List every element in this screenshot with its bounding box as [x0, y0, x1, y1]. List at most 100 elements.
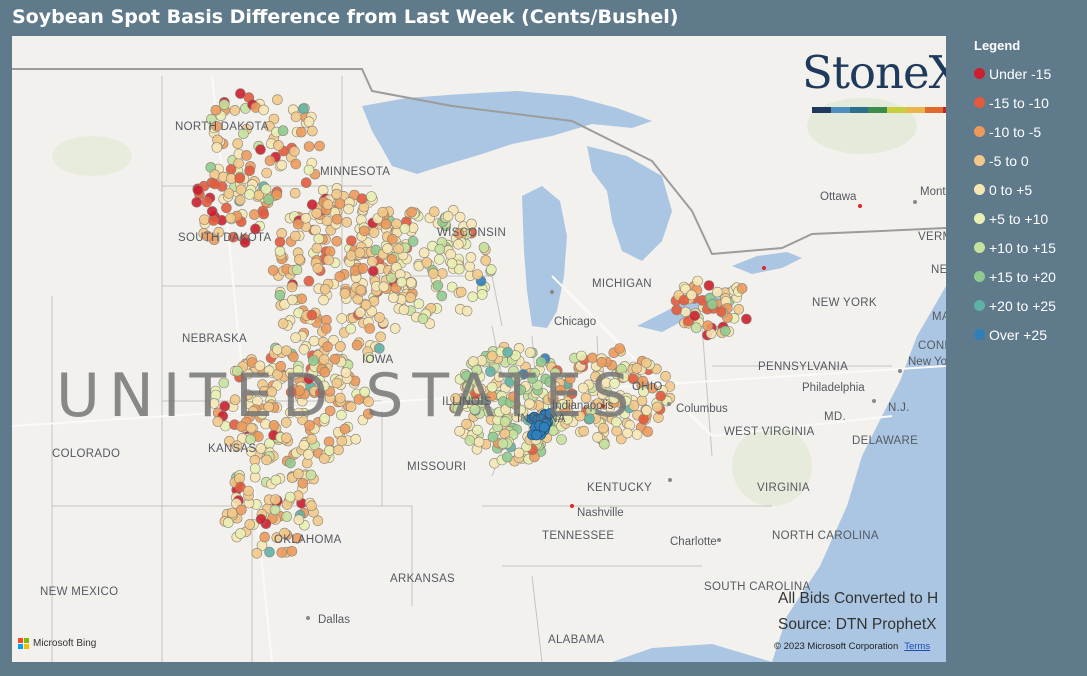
basis-dot [318, 294, 329, 306]
basis-dot [286, 545, 298, 557]
map-label: MICHIGAN [592, 278, 652, 290]
basis-dot [292, 532, 303, 544]
basis-dot [389, 323, 401, 334]
basis-dot [319, 413, 331, 424]
legend-item[interactable]: +5 to +10 [974, 204, 1084, 233]
legend-item[interactable]: 0 to +5 [974, 175, 1084, 204]
map-label: NEW YORK [812, 297, 877, 309]
basis-dot [281, 432, 292, 444]
basis-dot [592, 398, 604, 409]
basis-dot [324, 405, 336, 417]
basis-dot [432, 280, 444, 291]
legend-item[interactable]: +10 to +15 [974, 233, 1084, 262]
map-label: ARKANSAS [390, 573, 456, 585]
legend-item[interactable]: -5 to 0 [974, 146, 1084, 175]
basis-dot [318, 453, 330, 464]
legend-label: -5 to 0 [989, 152, 1029, 169]
basis-dot [642, 426, 654, 438]
basis-dot [692, 275, 703, 287]
basis-dot [247, 406, 259, 417]
basis-dot [264, 546, 275, 558]
map-viewport[interactable]: UNITED STATES NORTH DAKOTA MINNESOTA SOUTH… [12, 36, 946, 662]
basis-dot [596, 356, 608, 368]
basis-dot [311, 208, 323, 219]
basis-dot [339, 288, 351, 299]
city-label: Dallas [318, 614, 350, 626]
terms-link[interactable]: Terms [904, 641, 931, 652]
basis-dot [245, 434, 256, 445]
basis-dot [300, 177, 312, 188]
map-label: MD. [824, 411, 846, 423]
legend-label: -10 to -5 [989, 123, 1042, 140]
basis-dot [289, 187, 301, 199]
basis-dot [270, 474, 282, 486]
legend-item[interactable]: -15 to -10 [974, 88, 1084, 117]
basis-dot [292, 365, 304, 376]
legend-item[interactable]: Over +25 [974, 320, 1084, 349]
legend-swatch-icon [974, 242, 985, 253]
basis-dot [324, 445, 335, 456]
basis-dot [306, 433, 318, 445]
basis-dot [270, 494, 281, 505]
legend-item[interactable]: +20 to +25 [974, 291, 1084, 320]
map-label: MISSOURI [407, 461, 467, 473]
basis-dot [225, 212, 236, 224]
legend-item[interactable]: -10 to -5 [974, 117, 1084, 146]
basis-dot [290, 158, 302, 170]
basis-dot [631, 429, 643, 440]
basis-dot [225, 164, 237, 175]
basis-dot [199, 214, 210, 225]
basis-dot [508, 391, 519, 403]
legend-item[interactable]: +15 to +20 [974, 262, 1084, 291]
basis-dot [388, 292, 399, 304]
basis-dot [297, 477, 309, 489]
basis-dot [399, 223, 411, 234]
stonex-logo: StoneX ™ [802, 46, 946, 116]
basis-dot [467, 291, 479, 303]
map-label: WISCONSIN [437, 227, 507, 239]
basis-dot [346, 235, 357, 247]
basis-dot [406, 206, 417, 218]
basis-dots[interactable] [191, 88, 752, 559]
logo-bar-segment [943, 107, 946, 113]
basis-dot [191, 197, 202, 208]
legend-item[interactable]: Under -15 [974, 59, 1084, 88]
basis-dot [275, 360, 287, 372]
bing-attribution[interactable]: Microsoft Bing [18, 638, 96, 649]
basis-dot [276, 228, 288, 239]
legend-items: Under -15 -15 to -10 -10 to -5 -5 to 0 0 to … [974, 59, 1084, 349]
basis-dot [680, 306, 691, 318]
basis-dot [651, 401, 663, 413]
basis-dot [222, 517, 234, 528]
basis-dot [354, 307, 366, 318]
legend-label: 0 to +5 [989, 181, 1033, 198]
basis-dot [501, 451, 513, 463]
basis-dot [239, 237, 251, 248]
basis-dot [202, 230, 213, 242]
basis-dot [564, 373, 576, 385]
map-label: N.J. [888, 402, 910, 414]
basis-dot [208, 398, 220, 409]
basis-dot [249, 463, 261, 474]
basis-dot [378, 281, 390, 293]
basis-dot [497, 438, 509, 449]
basis-dot [351, 339, 363, 351]
basis-dot [304, 420, 315, 431]
basis-dot [201, 196, 213, 208]
basis-dot [258, 208, 270, 220]
basis-dot [453, 239, 464, 250]
basis-dot [556, 434, 567, 445]
basis-dot [232, 138, 243, 149]
basis-dot [354, 247, 366, 258]
basis-dot [472, 424, 483, 436]
basis-dot [223, 188, 235, 199]
basis-dot [590, 371, 601, 383]
basis-dot [310, 224, 321, 236]
conversion-note: All Bids Converted to H [778, 590, 939, 607]
basis-dot [266, 386, 278, 398]
legend-label: +15 to +20 [989, 268, 1056, 285]
basis-dot [290, 332, 302, 344]
basis-dot [289, 230, 301, 242]
basis-dot [242, 389, 254, 401]
basis-dot [356, 193, 368, 204]
